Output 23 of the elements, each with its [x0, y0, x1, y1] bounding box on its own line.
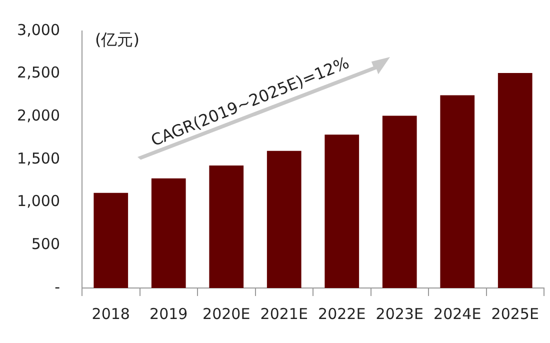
y-tick-label: 1,500	[17, 149, 60, 168]
x-tick-label: 2021E	[260, 304, 308, 323]
bar	[498, 72, 532, 288]
y-tick-label: 1,000	[17, 192, 60, 210]
x-tick-label: 2020E	[202, 304, 250, 323]
bar	[266, 150, 302, 288]
y-axis-title: (亿元)	[95, 30, 140, 51]
bar	[151, 178, 186, 288]
y-tick-label: -	[54, 278, 60, 296]
bar	[440, 95, 475, 288]
x-tick-label: 2022E	[318, 304, 366, 323]
y-tick-label: 3,000	[17, 20, 60, 39]
bar	[94, 192, 128, 288]
x-tick-label: 2019	[150, 304, 188, 323]
bar	[209, 165, 244, 288]
y-tick-label: 2,000	[17, 106, 60, 125]
x-tick-label: 2024E	[434, 304, 482, 323]
x-tick-label: 2018	[92, 304, 130, 323]
bar	[382, 116, 417, 288]
x-tick-label: 2023E	[376, 304, 424, 323]
y-tick-label: 500	[31, 235, 60, 254]
x-tick-label: 2025E	[491, 304, 539, 323]
y-tick-label: 2,500	[17, 64, 60, 82]
